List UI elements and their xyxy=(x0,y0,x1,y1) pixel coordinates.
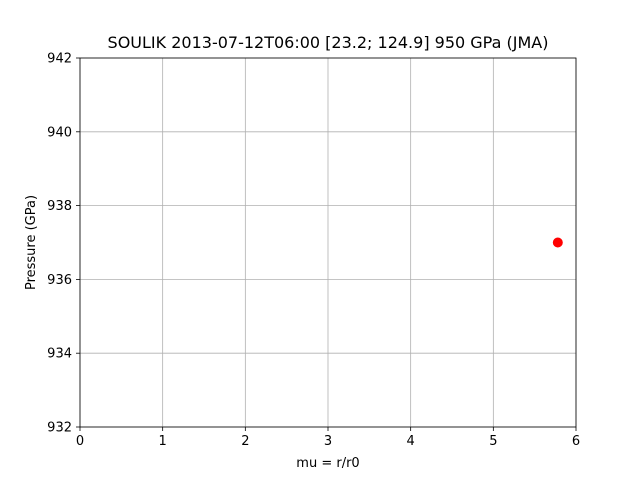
x-tick-label: 3 xyxy=(324,434,332,449)
x-axis-title: mu = r/r0 xyxy=(296,456,359,471)
x-tick-label: 0 xyxy=(76,434,84,449)
y-tick-label: 932 xyxy=(47,421,72,436)
y-tick-label: 940 xyxy=(47,125,72,140)
y-tick-label: 938 xyxy=(47,199,72,214)
x-tick-label: 6 xyxy=(572,434,580,449)
ticks: 0 1 2 3 4 5 6 932 934 936 938 940 942 xyxy=(47,52,580,450)
data-series xyxy=(552,237,563,248)
y-tick-label: 936 xyxy=(47,273,72,288)
data-point xyxy=(552,237,563,248)
y-tick-label: 934 xyxy=(47,347,72,362)
y-tick-label: 942 xyxy=(47,52,72,67)
x-tick-label: 4 xyxy=(407,434,415,449)
x-tick-label: 2 xyxy=(241,434,249,449)
y-axis-title: Pressure (GPa) xyxy=(24,195,39,290)
x-tick-label: 1 xyxy=(159,434,167,449)
chart-title: SOULIK 2013-07-12T06:00 [23.2; 124.9] 95… xyxy=(108,33,549,52)
x-tick-label: 5 xyxy=(489,434,497,449)
